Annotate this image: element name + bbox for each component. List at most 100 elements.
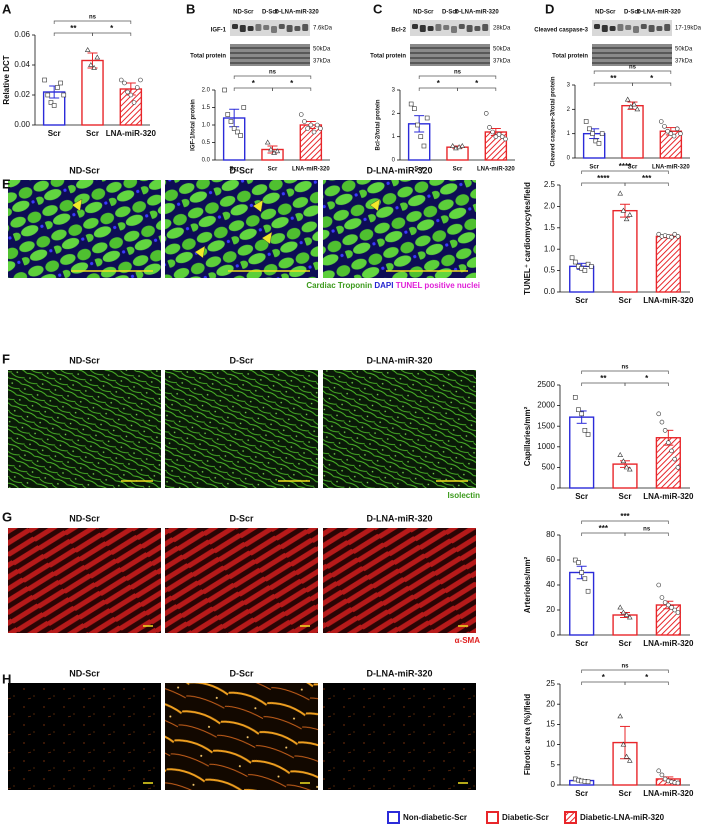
y-axis-label: Cleaved caspase-3/total protein [551,76,557,166]
panel-letter: H [2,671,11,686]
data-point [424,115,430,121]
y-tick-label: 1500 [537,421,555,430]
panel-letter: D [545,1,554,16]
data-point [656,231,662,237]
legend-label: Diabetic-LNA-miR-320 [580,813,665,822]
caption-part: Isolectin [448,491,481,500]
significance-bracket [624,532,669,536]
protein-label: IGF-1 [211,28,227,34]
data-point [675,234,681,239]
x-tick-label: Scr [414,167,424,173]
band [466,25,473,32]
data-point [134,85,140,90]
band [232,24,238,29]
significance-bracket [624,681,669,685]
protein-label: Bcl-2 [391,28,406,34]
data-point [662,124,667,129]
x-tick-label: LNA-miR-320 [643,789,694,798]
kda-label: 37kDa [675,59,693,65]
y-axis-label: Relative DCT [2,55,11,104]
data-point [222,87,227,93]
kda-label: 50kDa [313,47,331,53]
significance-label: *** [620,512,630,521]
caption-part: DAPI [374,281,395,290]
lane-label: ND-Scr [595,10,616,16]
data-point [582,268,588,273]
y-tick-label: 40 [546,580,555,589]
data-point [58,80,63,86]
y-tick-label: 1 [567,131,571,137]
band [286,25,293,32]
y-tick-label: 0.5 [544,266,556,275]
y-tick-label: 2500 [537,380,555,389]
image-title: D-LNA-miR-320 [366,668,432,678]
data-point [228,119,234,124]
data-point [42,77,47,83]
lane-label: D-LNA-miR-320 [455,10,500,16]
significance-bracket [581,681,626,685]
lane-label: D-Scr [442,10,459,16]
y-tick-label: 1 [392,134,396,140]
data-point [572,557,578,563]
data-point [587,126,592,132]
data-point [131,100,137,105]
significance-label: ns [643,527,651,533]
lane-label: ND-Scr [413,10,434,16]
x-tick-label: LNA-miR-320 [106,129,157,138]
data-point [572,395,578,400]
significance-label: * [437,79,441,88]
y-tick-label: 1.0 [202,123,211,129]
band [617,24,624,31]
significance-label: ns [454,70,462,76]
image-title: D-LNA-miR-320 [366,513,432,523]
data-point [302,119,307,124]
data-point [61,92,67,98]
data-point [626,614,633,620]
data-point [55,85,60,90]
data-point [311,129,317,135]
data-point [628,103,634,109]
data-point [572,259,578,265]
legend-label: Non-diabetic-Scr [403,813,467,822]
y-tick-label: 0.0 [202,158,211,164]
significance-label: * [110,24,114,33]
data-point [620,207,627,213]
y-tick-label: 2 [392,111,396,117]
legend-swatch [486,811,499,824]
image-title: D-Scr [229,513,254,523]
data-point [668,131,674,136]
significance-bracket [581,170,669,174]
significance-label: *** [642,174,652,183]
data-point [659,772,665,778]
data-point [274,148,281,154]
significance-label: * [252,79,256,88]
data-point [617,713,624,719]
total-label: Total protein [370,54,406,60]
image-title: ND-Scr [69,513,100,523]
data-point [582,576,588,582]
y-axis-label: Fibrotic area (%)/field [523,694,532,775]
significance-label: **** [619,162,632,171]
significance-bracket [581,382,626,386]
lane-label: D-Scr [624,10,641,16]
significance-bracket [624,382,669,386]
y-tick-label: 2.0 [544,202,556,211]
significance-label: ns [89,15,97,21]
data-point [412,106,417,111]
x-tick-label: Scr [575,789,588,798]
band [609,26,616,31]
arrowhead [369,198,381,212]
data-point [669,448,674,454]
y-tick-label: 0 [551,630,556,639]
y-tick-label: 2.5 [544,180,556,189]
image-title: ND-Scr [69,668,100,678]
y-tick-label: 500 [542,463,556,472]
data-point [503,136,508,142]
bar [612,209,638,293]
data-point [314,122,320,128]
data-point [588,264,594,269]
data-point [585,779,591,785]
data-point [666,602,671,608]
caption-part: α-SMA [455,636,481,645]
y-tick-label: 3 [567,83,571,89]
